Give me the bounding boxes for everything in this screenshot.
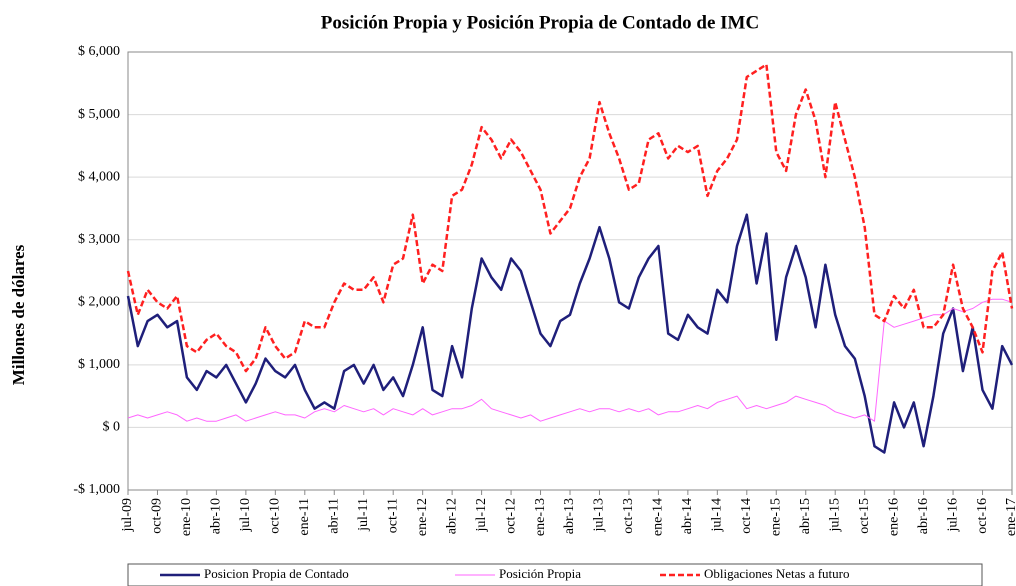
legend-box bbox=[127, 563, 983, 586]
x-tick-label: abr-16 bbox=[916, 498, 931, 534]
x-tick-label: ene-12 bbox=[415, 498, 430, 536]
x-tick-label: jul-15 bbox=[827, 498, 842, 532]
x-tick-label: ene-16 bbox=[886, 498, 901, 536]
y-tick-label: $ 0 bbox=[103, 420, 121, 435]
y-tick-label: $ 1,000 bbox=[78, 357, 120, 372]
series-line bbox=[126, 63, 1014, 373]
x-tick-label: ene-14 bbox=[651, 498, 666, 536]
y-tick-label: -$ 1,000 bbox=[73, 482, 120, 497]
x-tick-label: oct-13 bbox=[621, 498, 636, 534]
plot-frame bbox=[127, 51, 1013, 491]
y-tick-label: $ 6,000 bbox=[78, 44, 120, 59]
chart-title: Posición Propia y Posición Propia de Con… bbox=[321, 12, 759, 33]
x-tick-label: oct-12 bbox=[503, 498, 518, 534]
x-tick-label: jul-13 bbox=[592, 498, 607, 532]
x-tick-label: oct-16 bbox=[975, 498, 990, 534]
x-tick-label: jul-11 bbox=[356, 498, 371, 532]
x-tick-label: ene-10 bbox=[179, 498, 194, 536]
x-tick-label: jul-16 bbox=[945, 498, 960, 532]
x-tick-label: ene-13 bbox=[533, 498, 548, 536]
y-tick-label: $ 4,000 bbox=[78, 169, 120, 184]
x-tick-label: oct-10 bbox=[268, 498, 283, 534]
x-tick-label: abr-12 bbox=[444, 498, 459, 534]
x-tick-label: oct-11 bbox=[385, 498, 400, 533]
x-tick-label: ene-17 bbox=[1004, 498, 1016, 536]
x-tick-label: abr-10 bbox=[209, 498, 224, 534]
x-tick-label: ene-15 bbox=[768, 498, 783, 536]
x-tick-label: jul-14 bbox=[710, 498, 725, 532]
x-tick-label: abr-11 bbox=[326, 498, 341, 534]
x-tick-label: oct-15 bbox=[857, 498, 872, 534]
y-axis-label: Millones de dólares bbox=[9, 244, 28, 385]
y-tick-label: $ 3,000 bbox=[78, 232, 120, 247]
x-tick-label: abr-15 bbox=[798, 498, 813, 534]
legend-label: Posición Propia bbox=[499, 566, 581, 581]
series-line bbox=[126, 213, 1014, 454]
x-tick-label: oct-09 bbox=[150, 498, 165, 534]
x-tick-label: jul-10 bbox=[238, 498, 253, 532]
x-tick-label: oct-14 bbox=[739, 498, 754, 534]
y-tick-label: $ 5,000 bbox=[78, 107, 120, 122]
x-tick-label: jul-12 bbox=[474, 498, 489, 532]
legend-label: Posicion Propia de Contado bbox=[204, 566, 349, 581]
y-tick-label: $ 2,000 bbox=[78, 295, 120, 310]
x-tick-label: ene-11 bbox=[297, 498, 312, 536]
x-tick-label: abr-13 bbox=[562, 498, 577, 534]
x-tick-label: jul-09 bbox=[120, 498, 135, 532]
x-tick-label: abr-14 bbox=[680, 498, 695, 534]
legend-label: Obligaciones Netas a futuro bbox=[704, 566, 849, 581]
series-line bbox=[127, 298, 1013, 422]
